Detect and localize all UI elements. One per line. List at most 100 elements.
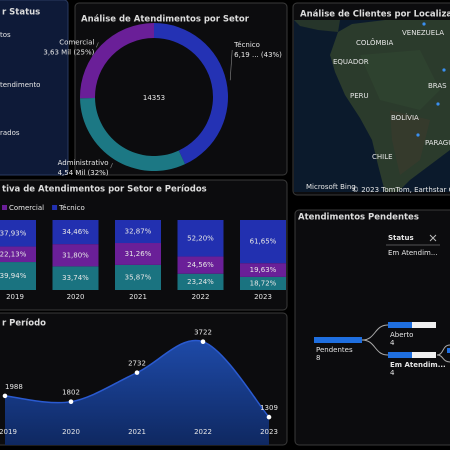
map-place-label: CHILE (372, 153, 393, 161)
data-point[interactable] (266, 414, 272, 420)
bar-value-label: 61,65% (250, 238, 277, 246)
x-tick-label: 2020 (62, 428, 80, 436)
x-tick-label: 2020 (67, 293, 85, 301)
close-icon[interactable] (429, 234, 437, 242)
bar-segment[interactable] (0, 246, 36, 263)
map-point[interactable] (442, 68, 446, 72)
bar-segment[interactable] (52, 266, 99, 290)
node-label: Pendentes (316, 346, 353, 354)
node-bar (447, 348, 450, 353)
map-place-label: EQUADOR (333, 58, 369, 66)
bar-segment[interactable] (240, 220, 286, 264)
chart-title: r Período (2, 319, 46, 329)
point-label: 1802 (62, 389, 80, 397)
node-value: 8 (316, 354, 320, 362)
map-place-label: VENEZUELA (402, 29, 444, 37)
bar-value-label: 31,80% (62, 251, 89, 259)
donut-panel (74, 2, 288, 176)
land (360, 50, 440, 110)
bar-value-label: 23,24% (187, 278, 214, 286)
data-point[interactable] (2, 393, 8, 399)
bar-value-label: 35,87% (125, 273, 152, 281)
bar-value-label: 34,46% (62, 228, 89, 236)
bar-segment[interactable] (240, 263, 286, 277)
area-line (4, 339, 270, 418)
donut-value-label: 3,63 Mil (25%) (43, 48, 94, 56)
donut-total: 14353 (143, 94, 165, 102)
bar-value-label: 39,94% (0, 272, 27, 280)
bar-segment[interactable] (115, 264, 161, 290)
x-tick-label: 2021 (129, 293, 147, 301)
status-item[interactable]: tendimento (0, 81, 40, 89)
legend-swatch (2, 205, 7, 210)
bar-value-label: 32,87% (125, 228, 152, 236)
x-tick-label: 2021 (128, 428, 146, 436)
donut-value-label: 4,54 Mil (32%) (58, 169, 109, 177)
area-fill (5, 340, 269, 445)
node-label: Em Atendim... (390, 361, 446, 369)
bar-value-label: 52,20% (187, 234, 214, 242)
donut-segment (80, 98, 186, 171)
donut-label: Administrativo (58, 159, 109, 167)
status-item[interactable]: tos (0, 31, 11, 39)
map-point[interactable] (436, 102, 440, 106)
bar-value-label: 31,26% (125, 250, 152, 258)
bar-segment[interactable] (0, 262, 36, 290)
leader-line (96, 42, 99, 48)
x-tick-label: 2022 (194, 428, 212, 436)
donut-segment (79, 23, 154, 99)
x-tick-label: 2019 (0, 428, 17, 436)
map-place-label: PARAGUAI (425, 139, 450, 147)
data-point[interactable] (68, 399, 74, 404)
bar-segment[interactable] (177, 220, 224, 257)
donut-segment (154, 23, 228, 165)
status-panel (0, 0, 69, 176)
node-bar[interactable] (314, 337, 362, 343)
bar-segment[interactable] (52, 220, 99, 245)
land (294, 20, 340, 32)
land (390, 110, 430, 175)
x-tick-label: 2023 (260, 428, 278, 436)
bar-segment[interactable] (115, 243, 161, 265)
donut-label: Comercial (59, 38, 94, 46)
bar-segment[interactable] (177, 273, 224, 290)
map-place-label: BOLÍVIA (391, 113, 419, 122)
bar-segment[interactable] (240, 276, 286, 290)
filter-label: Status (388, 234, 414, 242)
node-bar[interactable] (388, 322, 412, 328)
node-label: Aberto (390, 331, 413, 339)
bar-value-label: 22,13% (0, 250, 27, 258)
donut-label: Técnico (233, 41, 260, 49)
status-item[interactable]: rados (0, 129, 20, 137)
tree-panel (294, 209, 450, 446)
point-label: 1309 (260, 404, 278, 412)
chart-title: tiva de Atendimentos por Setor e Período… (2, 185, 207, 195)
leader-line (229, 49, 233, 81)
legend-label[interactable]: Comercial (9, 204, 44, 212)
legend-label[interactable]: Técnico (58, 204, 85, 212)
map-place-label: COLÔMBIA (356, 38, 393, 47)
map-attribution: Microsoft Bing (306, 183, 356, 191)
connector (361, 324, 389, 356)
point-label: 3722 (194, 329, 212, 337)
chart-title: Análise de Atendimentos por Setor (81, 15, 250, 25)
bar-segment[interactable] (52, 244, 99, 267)
node-bar[interactable] (388, 352, 412, 358)
data-point[interactable] (200, 339, 206, 344)
node-value: 4 (390, 369, 395, 377)
data-point[interactable] (134, 370, 140, 375)
map[interactable] (294, 20, 450, 192)
map-point[interactable] (422, 22, 426, 26)
bar-value-label: 33,74% (62, 274, 89, 282)
bar-segment[interactable] (0, 220, 36, 247)
filter-value[interactable]: Em Atendim... (388, 249, 438, 257)
map-place-label: PERU (350, 92, 369, 100)
bar-value-label: 24,56% (187, 261, 214, 269)
x-tick-label: 2019 (6, 293, 24, 301)
donut-value-label: 6,19 ... (43%) (234, 51, 282, 59)
map-place-label: BRAS (428, 82, 447, 90)
bar-segment[interactable] (177, 256, 224, 274)
map-point[interactable] (416, 133, 420, 137)
bar-segment[interactable] (115, 220, 161, 244)
bar-value-label: 18,72% (250, 279, 277, 287)
